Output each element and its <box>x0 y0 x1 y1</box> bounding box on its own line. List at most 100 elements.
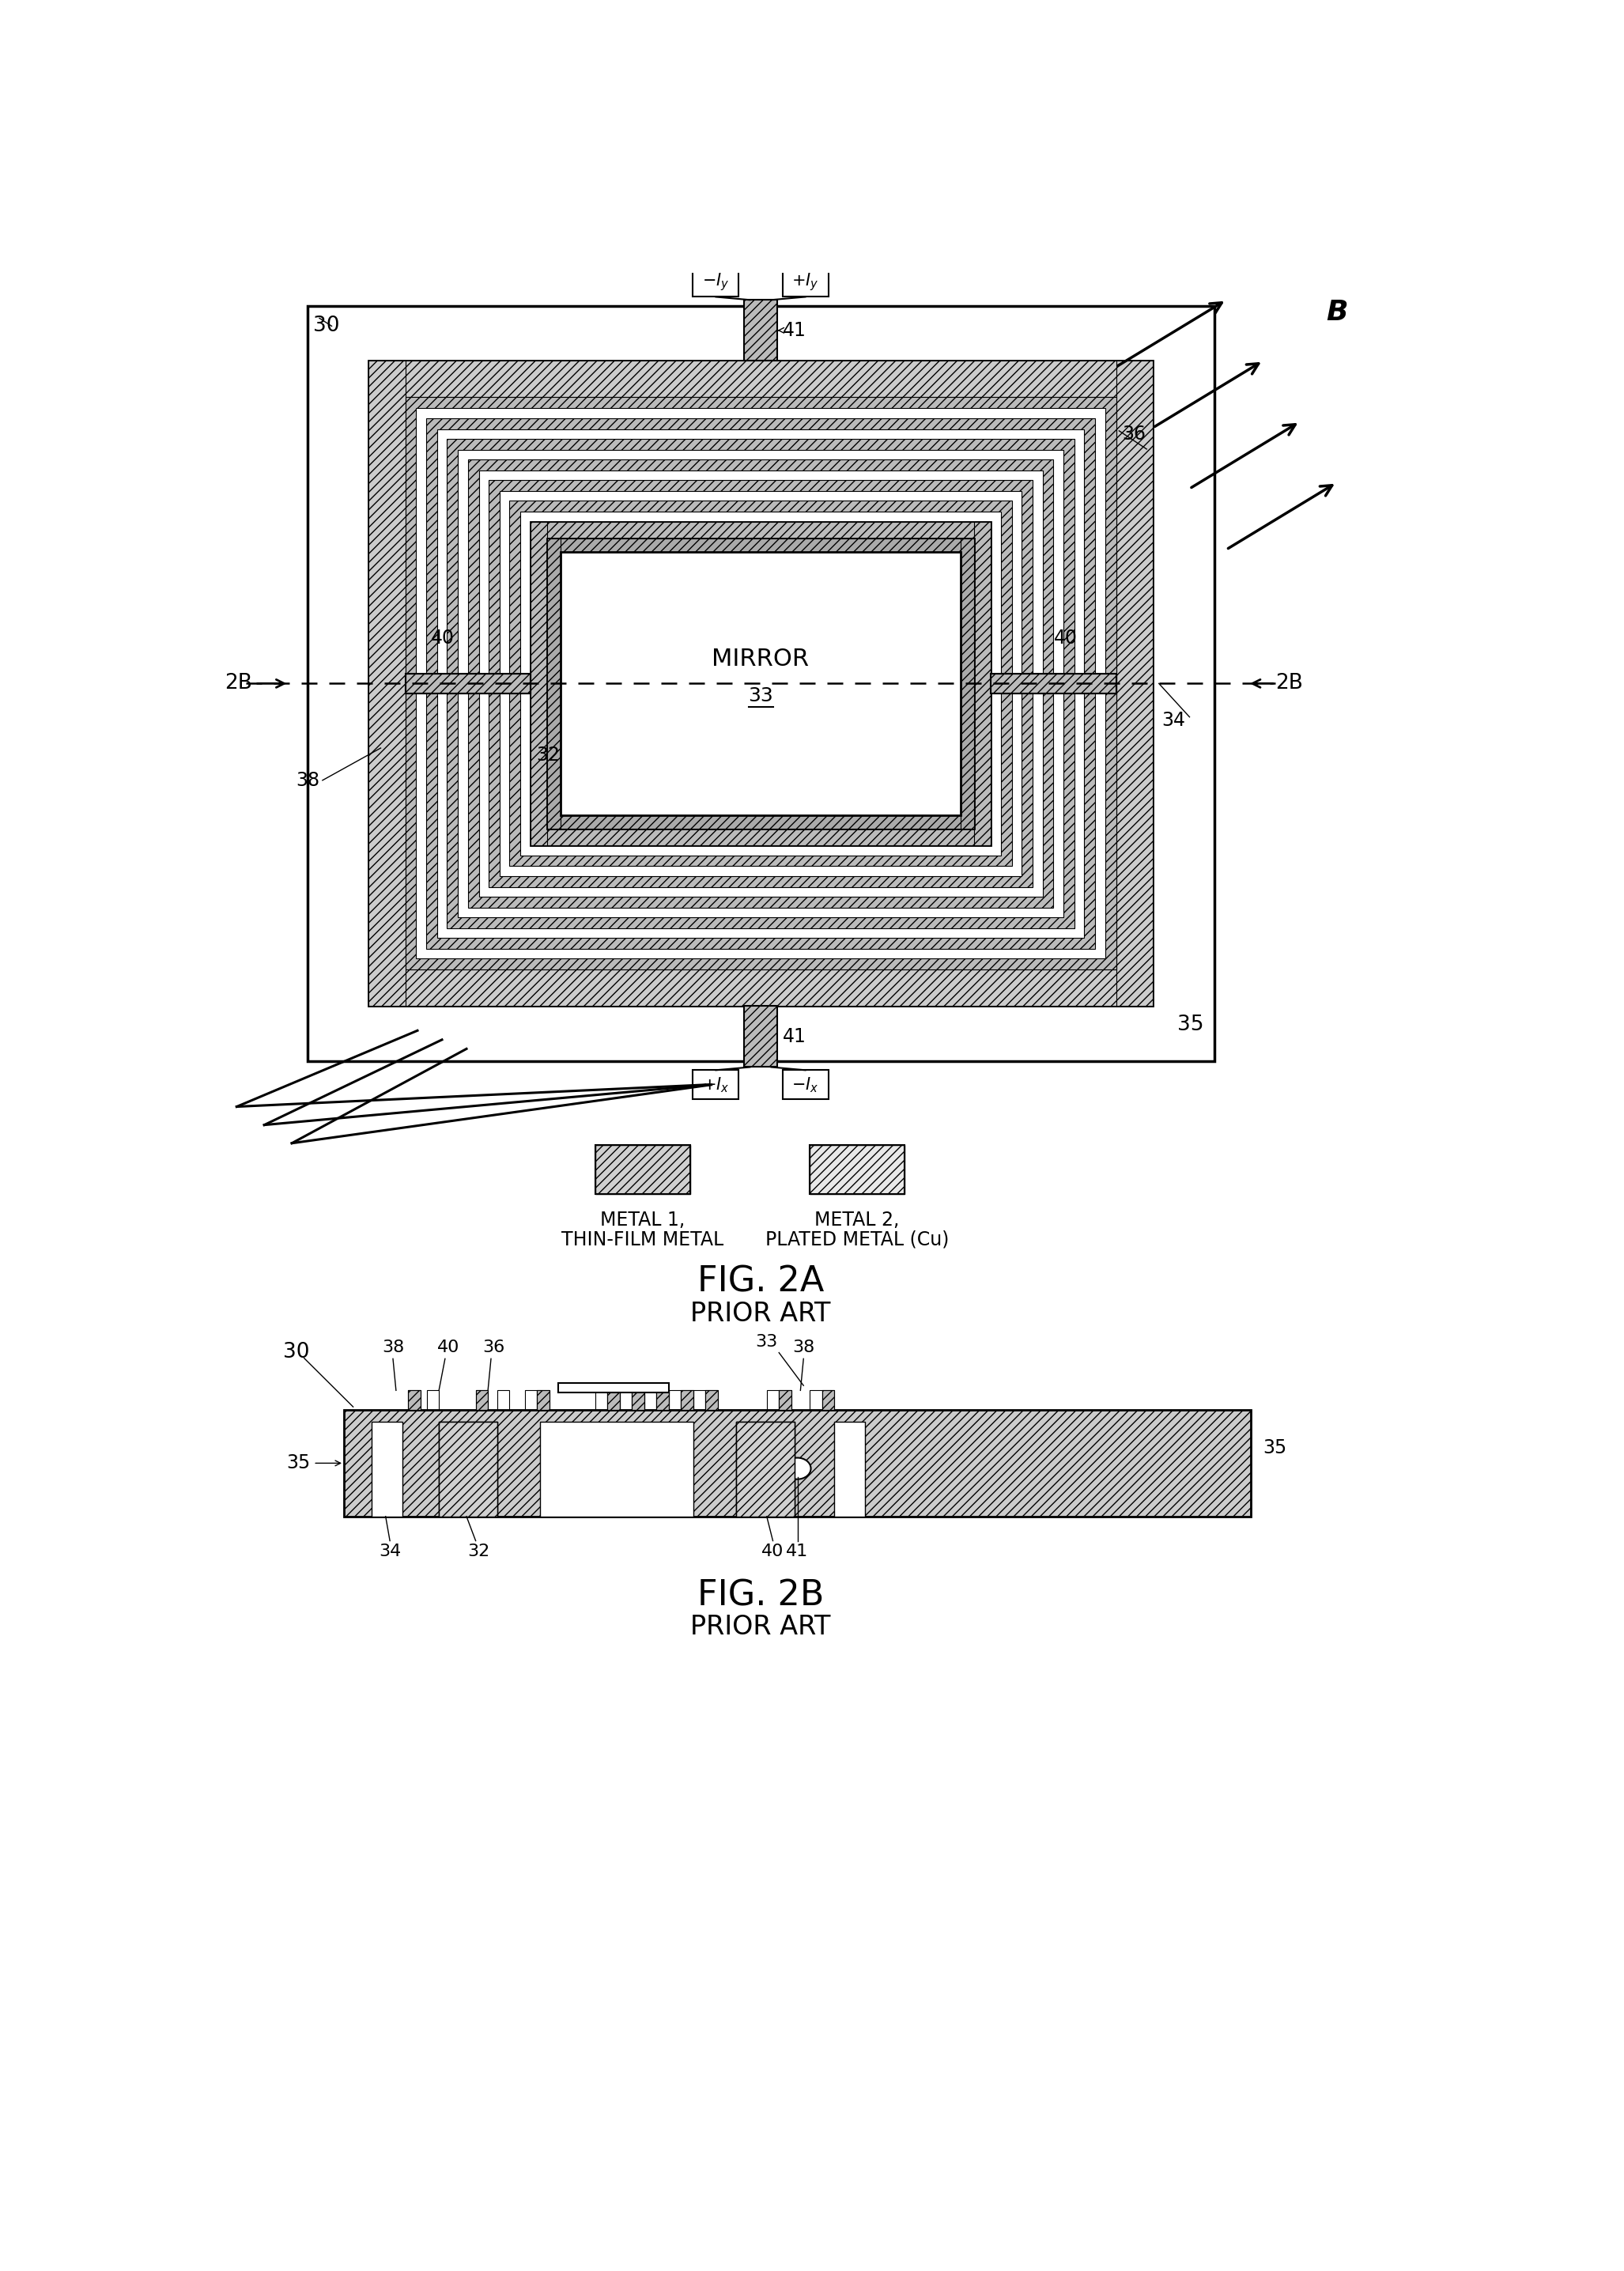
Bar <box>559 1383 669 1392</box>
Bar <box>767 1390 780 1410</box>
Bar <box>406 397 1116 970</box>
Bar <box>744 1006 778 1067</box>
Text: PRIOR ART: PRIOR ART <box>690 1301 831 1326</box>
Text: METAL 2,: METAL 2, <box>815 1210 900 1231</box>
Bar <box>810 1145 905 1195</box>
Bar <box>538 1390 549 1410</box>
Bar <box>529 522 547 845</box>
Text: 41: 41 <box>786 1544 809 1560</box>
Bar <box>369 970 1153 1006</box>
Bar <box>594 1390 607 1410</box>
Bar <box>408 1390 421 1410</box>
Bar <box>529 522 991 538</box>
Bar <box>438 1422 497 1517</box>
Bar <box>736 1422 794 1517</box>
Bar <box>529 829 991 845</box>
Bar <box>632 1390 645 1410</box>
Text: $-I_y$: $-I_y$ <box>702 273 729 293</box>
Bar <box>476 1390 487 1410</box>
Bar <box>991 674 1116 693</box>
Bar <box>307 307 1215 1061</box>
Bar <box>783 268 828 298</box>
Bar <box>1116 361 1153 1006</box>
Bar <box>416 409 1104 958</box>
Bar <box>369 361 1153 397</box>
Text: MIRROR: MIRROR <box>711 647 809 670</box>
Bar <box>541 1422 693 1517</box>
Text: 38: 38 <box>382 1340 404 1356</box>
Bar <box>744 1006 778 1067</box>
Bar <box>344 1410 1250 1517</box>
Bar <box>406 674 529 693</box>
Bar <box>547 538 974 829</box>
Bar <box>835 1422 864 1517</box>
Bar <box>607 1390 620 1410</box>
Text: 41: 41 <box>783 1026 806 1047</box>
Text: B: B <box>1325 300 1348 325</box>
Bar <box>437 429 1085 938</box>
Bar <box>656 1390 669 1410</box>
Bar <box>489 479 1033 888</box>
Text: 38: 38 <box>296 770 320 790</box>
Bar <box>705 1390 718 1410</box>
Bar <box>525 1390 538 1410</box>
Text: 34: 34 <box>378 1544 401 1560</box>
Bar <box>500 491 1021 877</box>
Text: $-I_x$: $-I_x$ <box>793 1076 818 1095</box>
Bar <box>594 1145 690 1195</box>
Bar <box>693 1070 739 1099</box>
Bar <box>680 1390 693 1410</box>
Text: PRIOR ART: PRIOR ART <box>690 1615 831 1640</box>
Bar <box>960 538 974 829</box>
Bar <box>594 1145 690 1195</box>
Text: 34: 34 <box>1161 711 1186 729</box>
Bar <box>510 502 1012 865</box>
Bar <box>780 1390 791 1410</box>
Bar <box>736 1422 794 1517</box>
Bar <box>974 522 991 845</box>
Bar <box>744 300 778 361</box>
Text: 35: 35 <box>1177 1015 1203 1036</box>
Bar <box>438 1422 497 1517</box>
Text: $+I_x$: $+I_x$ <box>702 1076 729 1095</box>
Text: FIG. 2A: FIG. 2A <box>697 1265 823 1299</box>
Bar <box>783 1070 828 1099</box>
Bar <box>529 522 991 845</box>
Bar <box>447 438 1075 929</box>
Bar <box>810 1390 822 1410</box>
Text: THIN-FILM METAL: THIN-FILM METAL <box>562 1231 724 1249</box>
Text: 35: 35 <box>1263 1438 1286 1458</box>
Text: 32: 32 <box>468 1544 490 1560</box>
Bar <box>408 1390 421 1410</box>
Bar <box>547 815 974 829</box>
Bar <box>372 1422 403 1517</box>
Text: 30: 30 <box>283 1342 309 1363</box>
Text: 41: 41 <box>783 320 806 341</box>
Bar <box>425 418 1095 949</box>
Text: 38: 38 <box>793 1340 815 1356</box>
Bar <box>369 361 1153 1006</box>
Bar <box>344 1410 1250 1517</box>
Ellipse shape <box>784 1458 810 1478</box>
Text: PLATED METAL (Cu): PLATED METAL (Cu) <box>765 1231 948 1249</box>
Text: 35: 35 <box>286 1453 310 1472</box>
Bar <box>427 1390 438 1410</box>
Bar <box>693 268 739 298</box>
Bar <box>645 1390 656 1410</box>
Text: 33: 33 <box>755 1333 778 1349</box>
Bar <box>744 300 778 361</box>
Bar <box>705 1390 718 1410</box>
Bar <box>479 470 1043 897</box>
Text: FIG. 2B: FIG. 2B <box>697 1578 823 1612</box>
Bar <box>458 450 1064 917</box>
Text: 40: 40 <box>430 629 455 647</box>
Text: 2B: 2B <box>224 672 252 693</box>
Bar <box>406 674 529 693</box>
Text: 32: 32 <box>536 745 560 765</box>
Bar <box>656 1390 669 1410</box>
Text: 30: 30 <box>313 316 339 336</box>
Bar <box>607 1390 620 1410</box>
Bar <box>822 1390 835 1410</box>
Bar <box>680 1390 693 1410</box>
Text: 36: 36 <box>482 1340 505 1356</box>
